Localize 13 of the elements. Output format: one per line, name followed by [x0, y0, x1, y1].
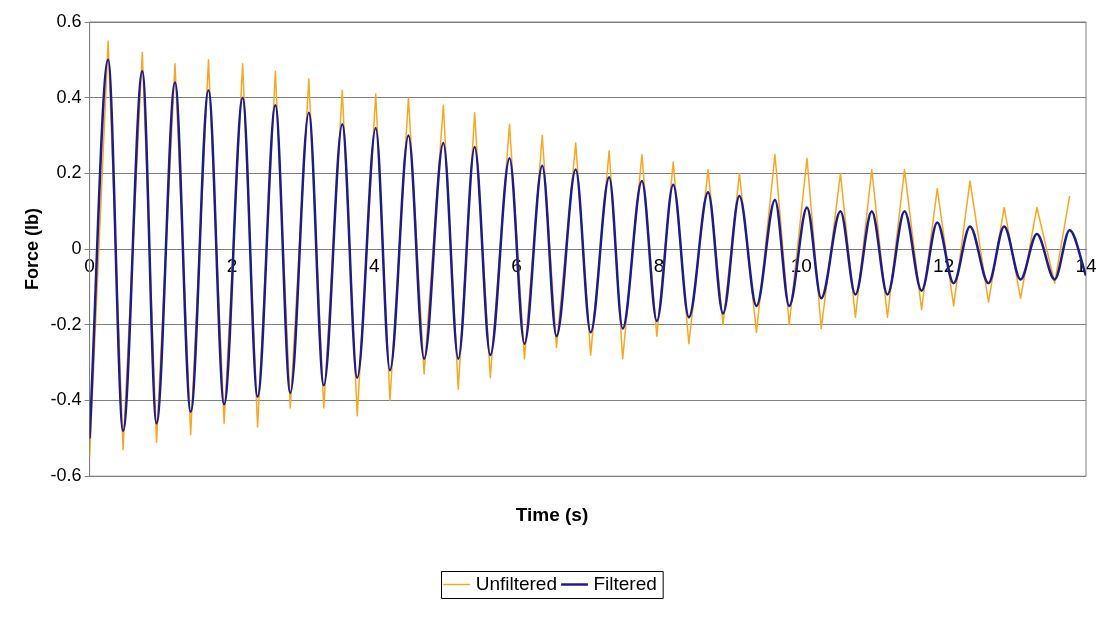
y-axis-title: Force (lb)	[21, 208, 42, 291]
y-tick-label: 0	[71, 238, 82, 259]
x-tick-label: 4	[369, 254, 381, 276]
y-tick-label: -0.2	[50, 313, 82, 334]
y-tick-label: 0.6	[56, 10, 82, 31]
x-axis-title: Time (s)	[515, 503, 589, 525]
legend-label: Unfiltered	[475, 572, 557, 594]
legend-label: Filtered	[593, 572, 657, 594]
y-tick-label: 0.4	[56, 86, 82, 107]
x-tick-label: 8	[653, 254, 665, 276]
y-tick-label: -0.4	[50, 389, 82, 410]
y-tick-label: -0.6	[50, 465, 82, 486]
y-tick-label: 0.2	[56, 162, 82, 183]
